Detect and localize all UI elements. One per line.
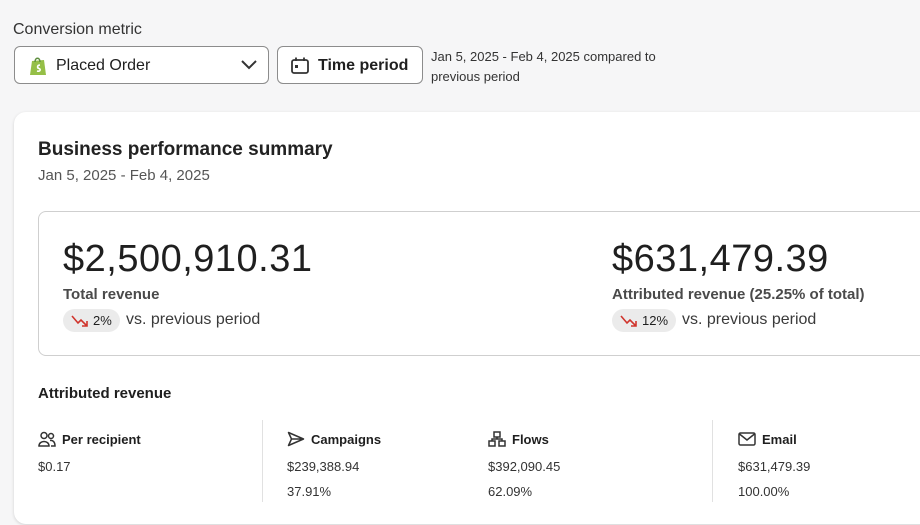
kpi-change-badge: 12% <box>612 309 677 332</box>
calendar-icon <box>291 57 309 74</box>
people-icon <box>38 431 56 447</box>
column-label-text: Email <box>762 431 797 447</box>
kpi-change: 2% <box>93 313 112 328</box>
column-value: $392,090.45 <box>488 459 561 474</box>
column-share: 62.09% <box>488 484 533 499</box>
send-icon <box>287 431 305 447</box>
kpi-comparison: vs. previous period <box>126 311 261 328</box>
attributed-title: Attributed revenue <box>38 385 172 402</box>
kpi-value: $2,500,910.31 <box>63 238 313 280</box>
time-period-label: Time period <box>318 57 409 74</box>
shopify-icon <box>30 57 46 75</box>
time-period-button[interactable]: Time period <box>277 46 423 84</box>
column-label: Per recipient <box>38 431 141 447</box>
column-label-text: Campaigns <box>311 431 382 447</box>
flow-icon <box>488 431 506 447</box>
column-divider <box>262 420 263 502</box>
summary-card <box>14 112 920 524</box>
column-label: Flows <box>488 431 549 447</box>
kpi-value: $631,479.39 <box>612 238 829 280</box>
email-icon <box>738 432 756 446</box>
down-trend-icon <box>71 314 88 327</box>
column-value: $631,479.39 <box>738 459 811 474</box>
chevron-icon <box>241 60 257 70</box>
kpi-change: 12% <box>642 313 669 328</box>
down-trend-icon <box>620 314 637 327</box>
column-label-text: Per recipient <box>62 431 141 447</box>
column-label: Campaigns <box>287 431 381 447</box>
kpi-change-badge: 2% <box>63 309 120 332</box>
column-value: $0.17 <box>38 459 71 474</box>
summary-date: Jan 5, 2025 - Feb 4, 2025 <box>38 167 210 184</box>
column-divider <box>712 420 713 502</box>
column-value: $239,388.94 <box>287 459 360 474</box>
metric-dropdown[interactable]: Placed Order <box>14 46 269 84</box>
range-text: Jan 5, 2025 - Feb 4, 2025 compared to pr… <box>431 49 656 84</box>
kpi-comparison: vs. previous period <box>682 311 817 328</box>
kpi-label: Total revenue <box>63 286 160 303</box>
metric-label: Conversion metric <box>13 21 142 38</box>
column-label: Email <box>738 431 797 447</box>
kpi-box <box>38 211 920 356</box>
summary-title: Business performance summary <box>38 139 333 160</box>
metric-value: Placed Order <box>56 57 151 74</box>
kpi-label: Attributed revenue (25.25% of total) <box>612 286 865 303</box>
column-label-text: Flows <box>512 431 549 447</box>
column-share: 37.91% <box>287 484 332 499</box>
column-share: 100.00% <box>738 484 790 499</box>
